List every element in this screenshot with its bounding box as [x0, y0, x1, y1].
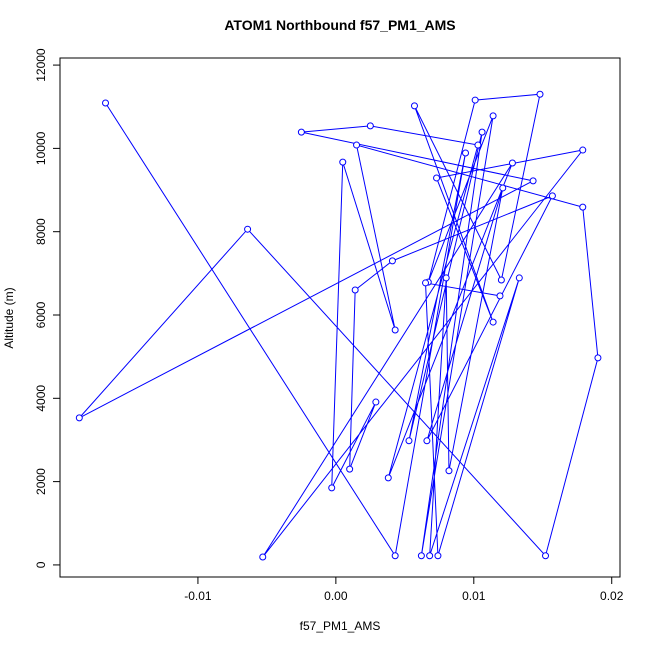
data-point — [372, 398, 380, 406]
data-point — [433, 174, 441, 182]
data-point — [499, 184, 507, 192]
data-point — [471, 96, 479, 104]
data-point — [434, 552, 442, 560]
data-point — [529, 177, 537, 185]
chart-title: ATOM1 Northbound f57_PM1_AMS — [224, 17, 455, 33]
data-point — [353, 141, 361, 149]
data-point — [297, 128, 305, 136]
data-point — [366, 122, 374, 130]
data-point — [548, 192, 556, 200]
data-point — [445, 467, 453, 475]
data-point — [594, 354, 602, 362]
data-point — [579, 203, 587, 211]
data-point — [391, 552, 399, 560]
data-point — [422, 279, 430, 287]
data-point — [405, 437, 413, 445]
x-tick-label: 0.02 — [600, 589, 624, 603]
x-axis-label: f57_PM1_AMS — [300, 619, 381, 633]
y-tick-label: 4000 — [34, 385, 48, 412]
y-tick-label: 0 — [34, 561, 48, 568]
data-point — [102, 99, 110, 107]
data-point — [515, 274, 523, 282]
y-tick-label: 6000 — [34, 301, 48, 328]
data-point — [508, 159, 516, 167]
data-point — [384, 474, 392, 482]
data-line — [78, 93, 599, 558]
data-point — [462, 149, 470, 157]
y-tick-label: 12000 — [34, 48, 48, 82]
x-tick-label: 0.00 — [324, 589, 348, 603]
data-point — [579, 146, 587, 154]
y-tick-label: 10000 — [34, 131, 48, 165]
data-point — [489, 112, 497, 120]
data-point — [474, 141, 482, 149]
data-point — [346, 465, 354, 473]
data-point — [536, 90, 544, 98]
data-point — [244, 225, 252, 233]
data-point — [410, 102, 418, 110]
data-point — [75, 414, 83, 422]
data-point — [496, 292, 504, 300]
data-point — [442, 274, 450, 282]
y-tick-label: 2000 — [34, 468, 48, 495]
data-point — [423, 437, 431, 445]
data-point — [388, 257, 396, 265]
data-point — [328, 484, 336, 492]
plot-frame — [59, 57, 621, 578]
data-point — [259, 553, 267, 561]
x-tick-label: -0.01 — [184, 589, 212, 603]
data-point — [391, 326, 399, 334]
y-axis-label: Altitude (m) — [2, 287, 16, 348]
data-point — [417, 552, 425, 560]
data-point — [497, 276, 505, 284]
data-point — [351, 286, 359, 294]
y-tick-label: 8000 — [34, 218, 48, 245]
x-tick-label: 0.01 — [462, 589, 486, 603]
data-point — [478, 128, 486, 136]
data-point — [489, 318, 497, 326]
data-point — [339, 158, 347, 166]
data-point — [426, 552, 434, 560]
data-point — [542, 552, 550, 560]
